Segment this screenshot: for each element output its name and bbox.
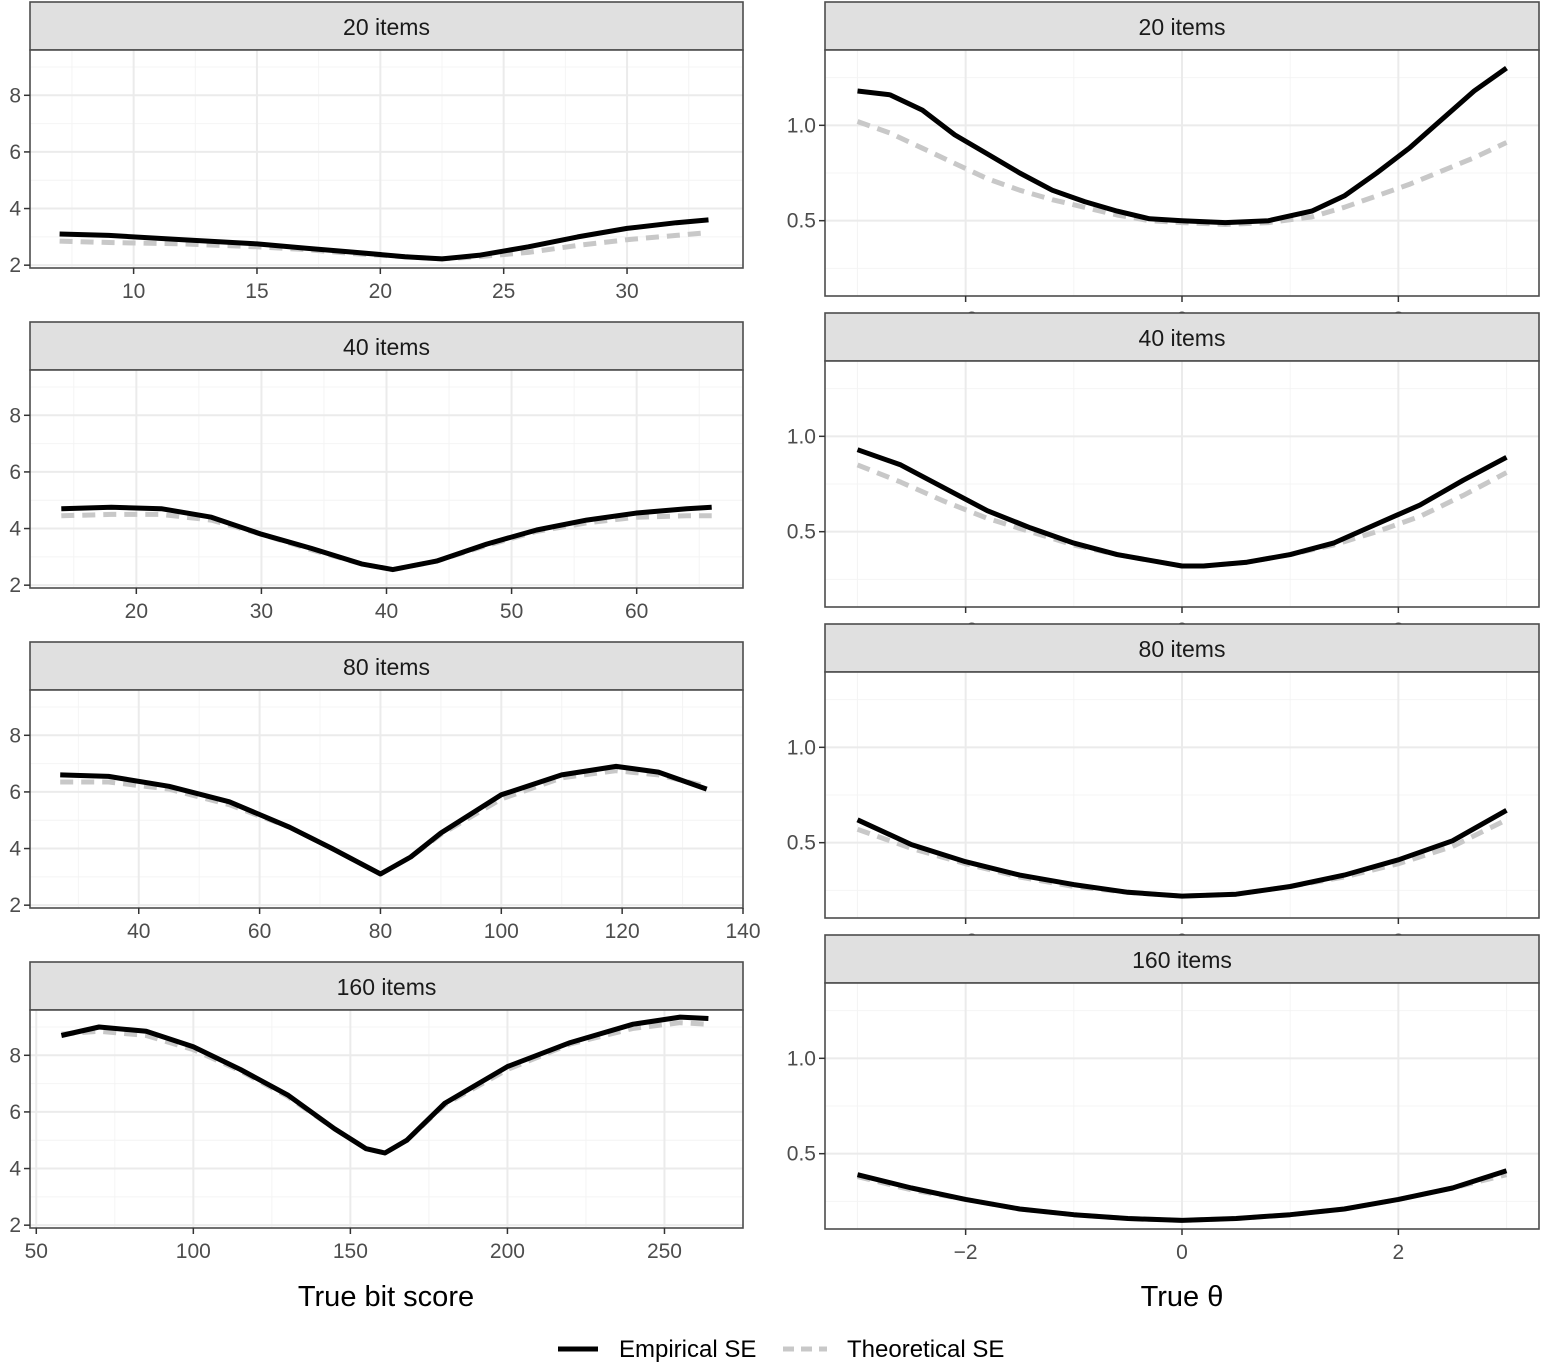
y-tick-label: 2 [9, 894, 21, 917]
y-tick-label: 6 [9, 1101, 21, 1124]
y-tick-label: 0.5 [787, 832, 816, 855]
facet-strip [29, 961, 744, 1011]
x-tick-label: 25 [492, 280, 515, 303]
x-tick-label: 15 [245, 280, 268, 303]
facet-strip-label: 160 items [1132, 947, 1232, 973]
empirical-se-line [59, 217, 709, 262]
facet-strip-label: 160 items [337, 974, 437, 1000]
left-x-axis-title: True bit score [298, 1281, 474, 1313]
facet-panel: 20 items 2 4 6 8 10 15 20 25 30 [9, 1, 744, 303]
facet-strip-label: 20 items [1139, 14, 1226, 40]
x-tick-label: −2 [954, 1241, 978, 1264]
x-tick-label: 40 [127, 920, 150, 943]
empirical-se-line [857, 66, 1508, 226]
panel-border [29, 689, 744, 909]
facet-panel: 160 items 2 4 6 8 50 100 150 200 250 [9, 961, 744, 1263]
facet-panel: 160 items 0.5 1.0 −2 0 2 [787, 934, 1540, 1264]
x-tick-label: 250 [647, 1240, 682, 1263]
facet-strip [29, 641, 744, 691]
y-tick-label: 6 [9, 461, 21, 484]
x-tick-label: 100 [176, 1240, 211, 1263]
x-tick-label: 60 [248, 920, 271, 943]
y-tick-label: 6 [9, 781, 21, 804]
x-tick-label: 120 [605, 920, 640, 943]
plot-area [30, 50, 743, 268]
y-tick-label: 4 [9, 838, 21, 861]
empirical-se-line [61, 504, 712, 573]
y-tick-label: 0.5 [787, 1143, 816, 1166]
y-tick-label: 8 [9, 724, 21, 747]
facet-strip-label: 40 items [1139, 325, 1226, 351]
plot-area [30, 1010, 743, 1228]
x-tick-label: 50 [25, 1240, 48, 1263]
x-tick-label: 60 [625, 600, 648, 623]
x-tick-label: 20 [125, 600, 148, 623]
y-tick-label: 1.0 [787, 1047, 816, 1070]
x-tick-label: 140 [725, 920, 760, 943]
x-tick-label: 30 [615, 280, 638, 303]
y-tick-label: 8 [9, 404, 21, 427]
y-tick-label: 2 [9, 254, 21, 277]
plot-area [30, 690, 743, 908]
y-tick-label: 1.0 [787, 736, 816, 759]
y-tick-label: 2 [9, 574, 21, 597]
theoretical-se-line [60, 768, 708, 877]
empirical-se-line [856, 1168, 1508, 1223]
x-tick-label: 200 [490, 1240, 525, 1263]
y-tick-label: 8 [9, 1044, 21, 1067]
x-tick-label: 50 [500, 600, 523, 623]
legend-label-theoretical: Theoretical SE [847, 1336, 1004, 1363]
facet-strip-label: 80 items [343, 654, 430, 680]
right-x-axis-title: True θ [1141, 1281, 1224, 1313]
y-tick-label: 8 [9, 84, 21, 107]
y-tick-label: 2 [9, 1214, 21, 1237]
facet-strip-label: 80 items [1139, 636, 1226, 662]
x-tick-label: 20 [369, 280, 392, 303]
y-tick-label: 1.0 [787, 425, 816, 448]
empirical-se-line [856, 808, 1508, 899]
x-tick-label: 2 [1393, 1241, 1405, 1264]
y-tick-label: 4 [9, 1158, 21, 1181]
facet-strip-label: 40 items [343, 334, 430, 360]
y-tick-label: 0.5 [787, 210, 816, 233]
facet-strip [824, 934, 1540, 984]
y-tick-label: 0.5 [787, 521, 816, 544]
facet-strip [824, 623, 1540, 673]
x-tick-label: 150 [333, 1240, 368, 1263]
empirical-se-line [60, 763, 708, 877]
facet-panel: 40 items 2 4 6 8 20 30 40 50 60 [9, 321, 744, 623]
y-tick-label: 4 [9, 198, 21, 221]
empirical-se-line [856, 447, 1508, 569]
panel-border [29, 1009, 744, 1229]
facet-strip-label: 20 items [343, 14, 430, 40]
x-tick-label: 30 [250, 600, 273, 623]
x-tick-label: 100 [484, 920, 519, 943]
facet-panel: 80 items 2 4 6 8 40 60 80 100 120 140 [9, 641, 761, 943]
x-tick-label: 40 [375, 600, 398, 623]
x-tick-label: 10 [122, 280, 145, 303]
y-tick-label: 4 [9, 518, 21, 541]
x-tick-label: 80 [369, 920, 392, 943]
y-tick-label: 1.0 [787, 114, 816, 137]
facet-strip [824, 312, 1540, 362]
y-tick-label: 6 [9, 141, 21, 164]
facet-strip [29, 321, 744, 371]
x-tick-label: 0 [1176, 1241, 1188, 1264]
empirical-se-line [60, 1014, 709, 1156]
legend-label-empirical: Empirical SE [619, 1336, 756, 1363]
panel-border [29, 49, 744, 269]
legend: Empirical SE Theoretical SE [558, 1336, 1004, 1363]
facet-strip [824, 1, 1540, 51]
facet-strip [29, 1, 744, 51]
